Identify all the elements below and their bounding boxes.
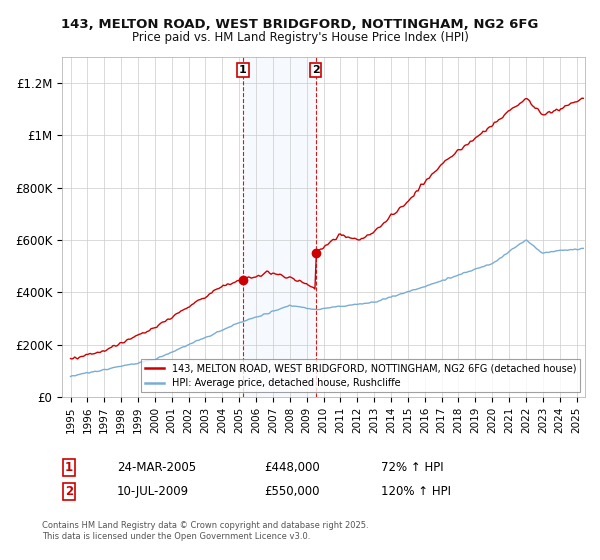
- Bar: [243, 57, 316, 397]
- Text: £448,000: £448,000: [264, 461, 320, 474]
- Text: 120% ↑ HPI: 120% ↑ HPI: [381, 485, 451, 498]
- Text: £550,000: £550,000: [264, 485, 320, 498]
- Text: Contains HM Land Registry data © Crown copyright and database right 2025.
This d: Contains HM Land Registry data © Crown c…: [42, 521, 368, 540]
- Text: 2: 2: [312, 66, 319, 76]
- Text: 2: 2: [65, 485, 73, 498]
- Text: 1: 1: [239, 66, 247, 76]
- Text: 1: 1: [65, 461, 73, 474]
- Text: Price paid vs. HM Land Registry's House Price Index (HPI): Price paid vs. HM Land Registry's House …: [131, 31, 469, 44]
- Text: 143, MELTON ROAD, WEST BRIDGFORD, NOTTINGHAM, NG2 6FG: 143, MELTON ROAD, WEST BRIDGFORD, NOTTIN…: [61, 18, 539, 31]
- Text: 72% ↑ HPI: 72% ↑ HPI: [381, 461, 443, 474]
- Text: 24-MAR-2005: 24-MAR-2005: [117, 461, 196, 474]
- Text: 10-JUL-2009: 10-JUL-2009: [117, 485, 189, 498]
- Legend: 143, MELTON ROAD, WEST BRIDGFORD, NOTTINGHAM, NG2 6FG (detached house), HPI: Ave: 143, MELTON ROAD, WEST BRIDGFORD, NOTTIN…: [140, 360, 580, 392]
